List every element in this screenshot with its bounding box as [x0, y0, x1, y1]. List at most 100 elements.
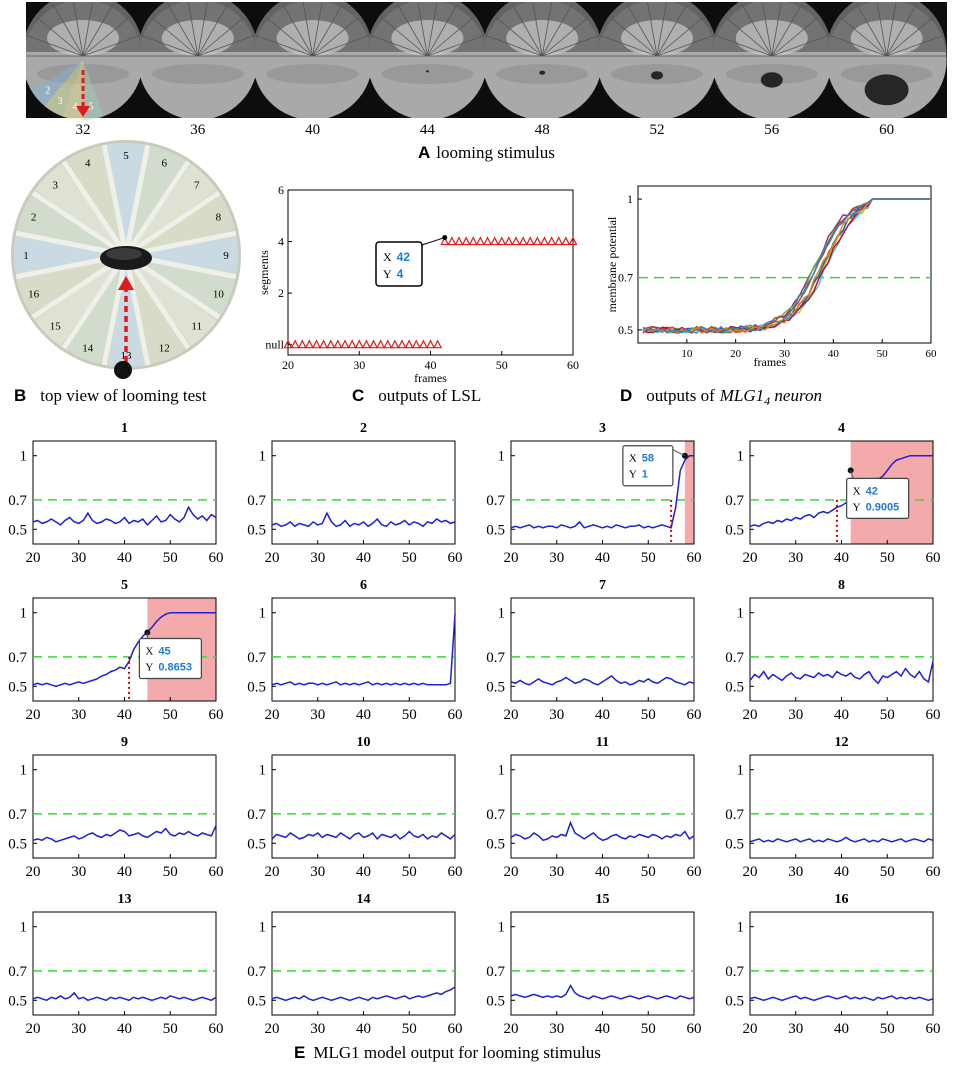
lsl-marker	[404, 339, 414, 349]
lsl-marker	[290, 339, 300, 349]
subplot-x-tick-label: 20	[265, 550, 280, 566]
arena-sector-10	[126, 255, 185, 364]
subplot-segment-4: 4 20 30 40 50 60 0.5 0.7 1 X 42 Y 0.9005	[725, 421, 940, 566]
subplot-y-tick-label: 1	[259, 763, 267, 779]
subplot-y-tick-label: 1	[498, 606, 506, 622]
stimulus-frame-52-dome	[621, 20, 693, 56]
subplot-x-tick-label: 50	[880, 864, 895, 880]
lsl-marker	[518, 236, 528, 246]
looming-object	[114, 361, 132, 379]
subplot-y-tick-label: 0.5	[486, 679, 505, 695]
arena-spoke	[123, 254, 151, 366]
panel-d-caption-letter: D	[620, 386, 632, 405]
overlay-segment-label-4: 4	[73, 101, 78, 112]
stimulus-frame-32-rib	[82, 2, 93, 57]
subplot-y-tick-label: 0.5	[725, 993, 744, 1009]
subplot-x-tick-label: 40	[595, 707, 610, 723]
lsl-y-tick-label: 2	[278, 286, 284, 300]
lsl-datatip-box	[375, 241, 423, 287]
subplot-x-tick-label: 60	[926, 707, 941, 723]
subplot-x-tick-label: 40	[356, 550, 371, 566]
subplot-x-tick-label: 50	[641, 864, 656, 880]
frame-label-44: 44	[420, 122, 436, 138]
subplot-x-tick-label: 50	[641, 550, 656, 566]
overlay-segment-label-2: 2	[45, 86, 50, 97]
subplot-y-tick-label: 0.7	[8, 493, 27, 509]
stimulus-frame-36-rib	[197, 3, 229, 57]
subplot-y-tick-label: 1	[259, 606, 267, 622]
subplot-x-tick-label: 20	[265, 1021, 280, 1037]
lsl-marker	[447, 236, 457, 246]
subplot-y-tick-label: 1	[498, 449, 506, 465]
arena-segment-label-2: 2	[31, 212, 37, 224]
stimulus-frame-52-rib	[600, 35, 658, 57]
subplot-title-11: 11	[596, 735, 609, 750]
subplot-title-3: 3	[599, 421, 606, 436]
datatip-x-4: X 42	[853, 485, 878, 497]
overlay-segment-label-3: 3	[58, 96, 63, 107]
lsl-marker	[461, 236, 471, 246]
lsl-marker	[418, 339, 428, 349]
arena-sector-13	[126, 237, 238, 273]
lsl-marker	[369, 339, 378, 349]
subplot-segment-1: 1 20 30 40 50 60 0.5 0.7 1	[8, 421, 223, 566]
subplot-title-4: 4	[838, 421, 845, 436]
subplot-x-tick-label: 60	[687, 1021, 702, 1037]
subplot-x-tick-label: 30	[788, 707, 803, 723]
lsl-marker	[297, 339, 307, 349]
subplot-x-tick-label: 40	[834, 864, 849, 880]
subplot-x-tick-label: 40	[595, 1021, 610, 1037]
subplot-y-tick-label: 0.7	[8, 807, 27, 823]
overlay-segment-label-5: 5	[88, 101, 93, 112]
stimulus-frame-60-rib	[830, 35, 887, 57]
subplot-frame-7	[510, 597, 695, 702]
subplot-output-line-10	[271, 830, 456, 841]
subplot-output-line-14	[271, 986, 456, 1002]
subplot-x-tick-label: 20	[26, 864, 41, 880]
subplot-segment-16: 16 20 30 40 50 60 0.5 0.7 1	[725, 892, 940, 1037]
lsl-marker	[283, 339, 293, 349]
arena-segment-label-9: 9	[223, 250, 229, 262]
stimulus-frame-32-rib	[52, 3, 84, 57]
subplot-segment-3: 3 20 30 40 50 60 0.5 0.7 1 X 58 Y 1	[486, 421, 701, 566]
lsl-marker	[525, 236, 535, 246]
arena-spoke	[123, 253, 191, 350]
subplot-output-line-3	[510, 454, 694, 529]
stimulus-frame-44-floor	[381, 64, 474, 84]
subplot-y-tick-label: 0.7	[486, 493, 505, 509]
subplot-y-tick-label: 0.7	[486, 650, 505, 666]
stimulus-frame-40-floor	[266, 64, 359, 84]
looming-object-frame-48	[539, 70, 546, 75]
subplot-x-tick-label: 50	[402, 864, 417, 880]
subplot-x-tick-label: 60	[926, 550, 941, 566]
lsl-marker	[397, 339, 407, 349]
subplot-x-tick-label: 60	[209, 707, 224, 723]
lsl-marker	[333, 339, 343, 349]
arena-segment-label-1: 1	[23, 250, 29, 262]
arena-spoke	[61, 253, 129, 350]
arena-sector-12	[126, 255, 235, 314]
looming-object-frame-44	[425, 70, 429, 73]
subplot-x-tick-label: 40	[117, 1021, 132, 1037]
subplot-output-line-7	[510, 675, 695, 686]
subplot-x-tick-label: 20	[743, 864, 758, 880]
panel-d-caption-subscript: 4	[764, 394, 770, 408]
subplot-x-tick-label: 20	[743, 550, 758, 566]
datatip-y-5: Y 0.8653	[145, 662, 192, 674]
lsl-marker	[390, 339, 400, 349]
arena-sector-16	[126, 146, 185, 255]
lsl-marker	[490, 236, 500, 246]
subplot-output-line-13	[32, 991, 217, 1002]
subplot-y-tick-label: 0.5	[486, 836, 505, 852]
stimulus-frame-32-rib	[73, 2, 84, 57]
subplot-y-tick-label: 0.5	[247, 522, 266, 538]
subplot-y-tick-label: 1	[737, 920, 745, 936]
subplot-segment-15: 15 20 30 40 50 60 0.5 0.7 1	[486, 892, 701, 1037]
stimulus-frame-40-rib	[266, 17, 313, 57]
subplot-x-tick-label: 20	[265, 864, 280, 880]
mlg-x-tick-label: 40	[828, 348, 840, 360]
subplot-x-tick-label: 50	[163, 864, 178, 880]
subplot-x-tick-label: 20	[26, 707, 41, 723]
subplot-y-tick-label: 0.7	[725, 493, 744, 509]
subplot-x-tick-label: 60	[687, 550, 702, 566]
